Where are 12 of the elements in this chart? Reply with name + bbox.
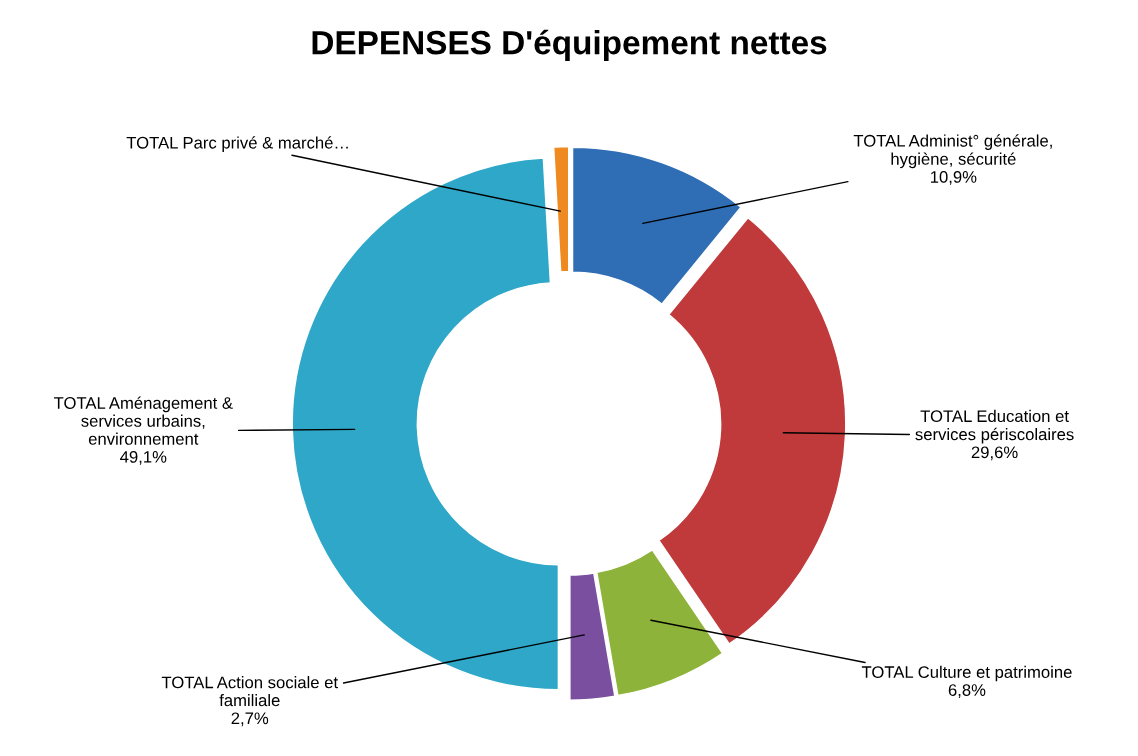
data-label: 49,1% bbox=[120, 450, 167, 465]
slice-label: TOTAL Education et services périscolaires bbox=[915, 409, 1074, 444]
slice-label: TOTAL Parc privé & marché… bbox=[126, 136, 348, 152]
slice-label: TOTAL Action sociale et familiale bbox=[161, 676, 338, 707]
data-label: 10,9% bbox=[931, 171, 977, 185]
data-label: 6,8% bbox=[948, 684, 986, 698]
data-label: 2,7% bbox=[231, 712, 269, 727]
slice-label: TOTAL Aménagement & services urbains, environnement bbox=[53, 396, 233, 445]
slice-label: TOTAL Culture et patrimoine bbox=[861, 665, 1072, 682]
data-label: 29,6% bbox=[971, 446, 1018, 461]
slice-label: TOTAL Administ° générale, hygiène, sécurité bbox=[853, 134, 1052, 169]
chart-title: DEPENSES D'équipement nettes bbox=[312, 29, 827, 62]
